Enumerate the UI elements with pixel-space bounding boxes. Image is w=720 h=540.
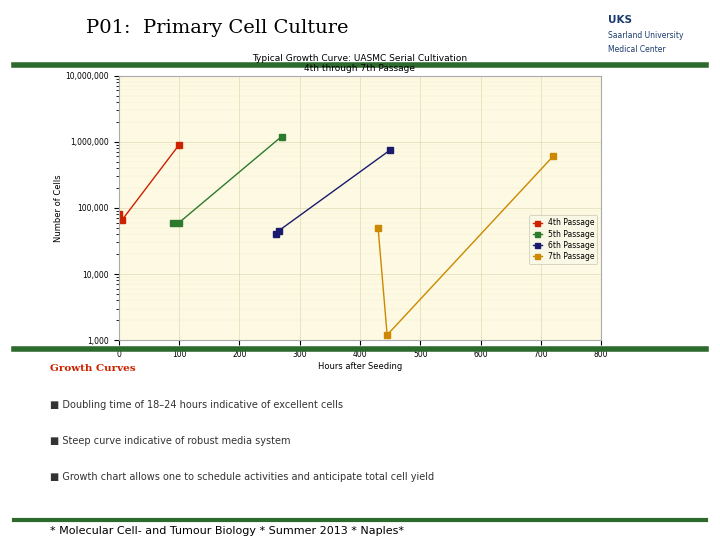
Text: * Molecular Cell- and Tumour Biology * Summer 2013 * Naples*: * Molecular Cell- and Tumour Biology * S… [50,526,405,536]
Y-axis label: Number of Cells: Number of Cells [54,174,63,242]
5th Passage [175,219,184,226]
Legend: 4th Passage, 5th Passage, 6th Passage, 7th Passage: 4th Passage, 5th Passage, 6th Passage, 7… [529,215,598,264]
Line: 6th Passage: 6th Passage [273,147,393,237]
Line: 4th Passage: 4th Passage [116,142,182,223]
5th Passage [277,133,286,140]
4th Passage [175,141,184,148]
4th Passage [117,217,126,224]
7th Passage [549,153,557,160]
6th Passage [274,227,283,234]
Text: Growth Curves: Growth Curves [50,364,136,373]
6th Passage [271,231,280,238]
6th Passage [386,147,395,153]
Line: 7th Passage: 7th Passage [375,154,556,338]
Text: Medical Center: Medical Center [608,45,666,53]
Line: 5th Passage: 5th Passage [171,134,284,225]
4th Passage [114,211,123,218]
7th Passage [374,225,382,231]
Text: P01:  Primary Cell Culture: P01: Primary Cell Culture [86,19,349,37]
Text: ■ Steep curve indicative of robust media system: ■ Steep curve indicative of robust media… [50,436,291,446]
7th Passage [383,332,392,338]
Text: ■ Growth chart allows one to schedule activities and anticipate total cell yield: ■ Growth chart allows one to schedule ac… [50,472,435,482]
Text: ■ Doubling time of 18–24 hours indicative of excellent cells: ■ Doubling time of 18–24 hours indicativ… [50,400,343,410]
5th Passage [168,219,177,226]
Title: Typical Growth Curve: UASMC Serial Cultivation
4th through 7th Passage: Typical Growth Curve: UASMC Serial Culti… [253,54,467,73]
X-axis label: Hours after Seeding: Hours after Seeding [318,362,402,370]
Text: UKS: UKS [608,15,632,25]
Text: Saarland University: Saarland University [608,31,684,39]
